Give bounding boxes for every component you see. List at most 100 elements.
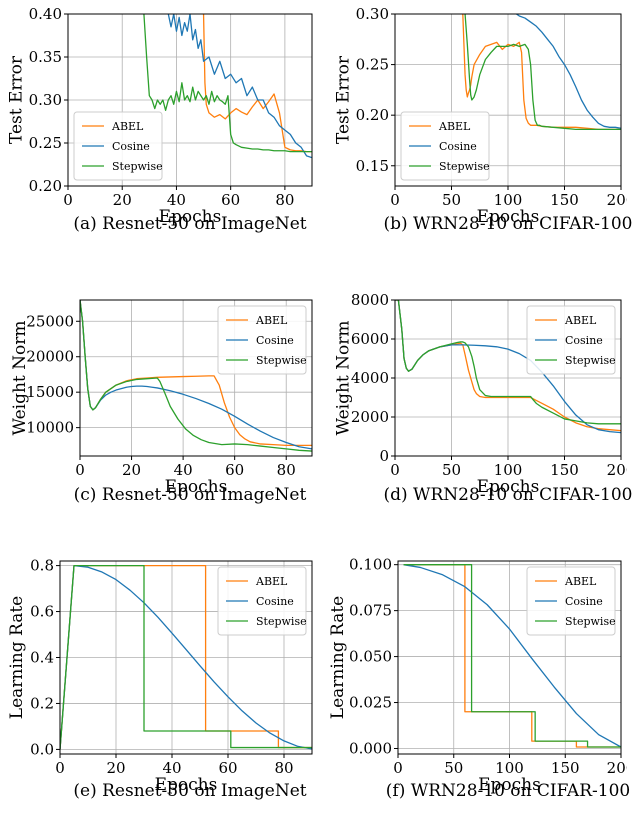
x-tick-label: 50 xyxy=(444,759,463,777)
panel-caption: (d) WRN28-10 on CIFAR-100 xyxy=(383,485,633,505)
series-line-stepwise xyxy=(143,14,312,153)
x-axis-label: Epochs xyxy=(477,477,540,497)
series-line-abel xyxy=(403,564,621,748)
x-tick-label: 100 xyxy=(494,461,523,479)
series-line-abel xyxy=(202,14,312,153)
legend-label-stepwise: Stepwise xyxy=(565,615,616,628)
x-tick-label: 40 xyxy=(167,191,186,209)
y-tick-label: 0.20 xyxy=(29,177,62,195)
chart-panel-1: 0 20 40 60 80 0.20 0.25 0.30 0.35 0.40 Epochs Test … xyxy=(7,8,313,227)
x-tick-label: 0 xyxy=(390,191,400,209)
legend: ABEL Cosine Stepwise xyxy=(526,566,616,636)
x-axis-label: Epochs xyxy=(477,207,540,227)
x-tick-label: 50 xyxy=(442,461,461,479)
y-tick-label: 2000 xyxy=(351,408,389,426)
x-tick-label: 0 xyxy=(63,191,73,209)
x-tick-label: 60 xyxy=(221,191,240,209)
legend-label-cosine: Cosine xyxy=(112,140,150,153)
chart-panel-6: 0 50 100 150 200 0.000 0.025 0.050 0.075 0.100 Epo… xyxy=(328,556,627,795)
y-tick-label: 0.6 xyxy=(30,603,54,621)
legend-label-stepwise: Stepwise xyxy=(565,354,616,367)
legend: ABEL Cosine Stepwise xyxy=(526,305,616,375)
chart-panel-5: 0 20 40 60 80 0.0 0.2 0.4 0.6 0.8 Epochs Learning R… xyxy=(7,557,313,795)
y-tick-label: 0.25 xyxy=(29,134,62,152)
x-tick-label: 60 xyxy=(218,759,237,777)
x-axis-label: Epochs xyxy=(165,477,228,497)
x-tick-label: 150 xyxy=(550,191,579,209)
legend-label-abel: ABEL xyxy=(564,575,597,588)
x-tick-label: 20 xyxy=(106,759,125,777)
series-line-stepwise xyxy=(395,300,621,425)
series-line-stepwise xyxy=(464,14,621,130)
y-tick-label: 0.25 xyxy=(356,56,389,74)
y-tick-label: 4000 xyxy=(351,369,389,387)
x-tick-label: 80 xyxy=(274,759,293,777)
y-tick-label: 8000 xyxy=(351,294,389,309)
legend: ABEL Cosine Stepwise xyxy=(400,111,490,181)
x-tick-label: 80 xyxy=(277,461,296,479)
legend-label-stepwise: Stepwise xyxy=(439,160,490,173)
y-tick-label: 0.0 xyxy=(30,740,54,758)
y-axis-label: Weight Norm xyxy=(10,320,30,435)
y-tick-label: 0.30 xyxy=(29,91,62,109)
x-axis-label: Epochs xyxy=(159,207,222,227)
series-line-stepwise xyxy=(80,300,312,452)
x-tick-label: 100 xyxy=(494,191,523,209)
y-tick-label: 0.30 xyxy=(356,8,389,23)
x-tick-label: 60 xyxy=(225,461,244,479)
legend-label-stepwise: Stepwise xyxy=(256,615,307,628)
panel-caption: (e) Resnet-50 on ImageNet xyxy=(73,781,307,801)
x-tick-label: 80 xyxy=(275,191,294,209)
x-tick-label: 40 xyxy=(174,461,193,479)
panel-caption: (a) Resnet-50 on ImageNet xyxy=(73,214,307,234)
y-tick-label: 0.35 xyxy=(29,48,62,66)
chart-panel-4: 05010015020002000400060008000EpochsWeigh… xyxy=(334,294,627,497)
y-tick-label: 0.40 xyxy=(29,8,62,23)
x-tick-label: 150 xyxy=(551,759,580,777)
y-tick-label: 0.15 xyxy=(356,157,389,175)
legend-label-cosine: Cosine xyxy=(256,595,294,608)
x-tick-label: 20 xyxy=(113,191,132,209)
y-tick-label: 0.8 xyxy=(30,557,54,575)
legend: ABEL Cosine Stepwise xyxy=(217,566,307,636)
axes-frame xyxy=(79,299,313,457)
x-tick-label: 100 xyxy=(495,759,524,777)
y-axis-label: Learning Rate xyxy=(328,596,348,719)
y-tick-label: 25000 xyxy=(26,312,74,330)
series-line-cosine xyxy=(167,14,312,159)
x-tick-label: 150 xyxy=(550,461,579,479)
series-line-cosine xyxy=(403,564,621,748)
y-tick-label: 20000 xyxy=(26,348,74,366)
x-tick-label: 20 xyxy=(122,461,141,479)
x-tick-label: 200 xyxy=(607,191,627,209)
legend-label-stepwise: Stepwise xyxy=(112,160,163,173)
y-tick-label: 10000 xyxy=(26,419,74,437)
series-line-cosine xyxy=(60,564,312,750)
y-tick-label: 0.075 xyxy=(349,602,392,620)
legend-label-stepwise: Stepwise xyxy=(256,354,307,367)
legend: ABEL Cosine Stepwise xyxy=(73,111,163,181)
x-tick-label: 50 xyxy=(442,191,461,209)
series-line-stepwise xyxy=(403,564,621,748)
x-axis-label: Epochs xyxy=(478,775,541,795)
series-line-cosine xyxy=(508,14,621,129)
x-tick-label: 0 xyxy=(75,461,85,479)
y-tick-label: 0.4 xyxy=(30,649,54,667)
y-axis-label: Test Error xyxy=(334,55,354,144)
x-tick-label: 200 xyxy=(607,759,627,777)
y-tick-label: 6000 xyxy=(351,330,389,348)
y-tick-label: 0.000 xyxy=(349,739,392,757)
x-tick-label: 0 xyxy=(393,759,403,777)
y-tick-label: 0 xyxy=(379,447,389,465)
legend-label-cosine: Cosine xyxy=(565,595,603,608)
legend-label-abel: ABEL xyxy=(255,575,288,588)
panel-caption: (c) Resnet-50 on ImageNet xyxy=(73,485,307,505)
y-axis-label: Learning Rate xyxy=(7,596,27,719)
x-tick-label: 0 xyxy=(390,461,400,479)
legend-label-abel: ABEL xyxy=(111,120,144,133)
x-tick-label: 40 xyxy=(162,759,181,777)
y-tick-label: 15000 xyxy=(26,383,74,401)
legend-label-cosine: Cosine xyxy=(256,334,294,347)
y-tick-label: 0.025 xyxy=(349,694,392,712)
